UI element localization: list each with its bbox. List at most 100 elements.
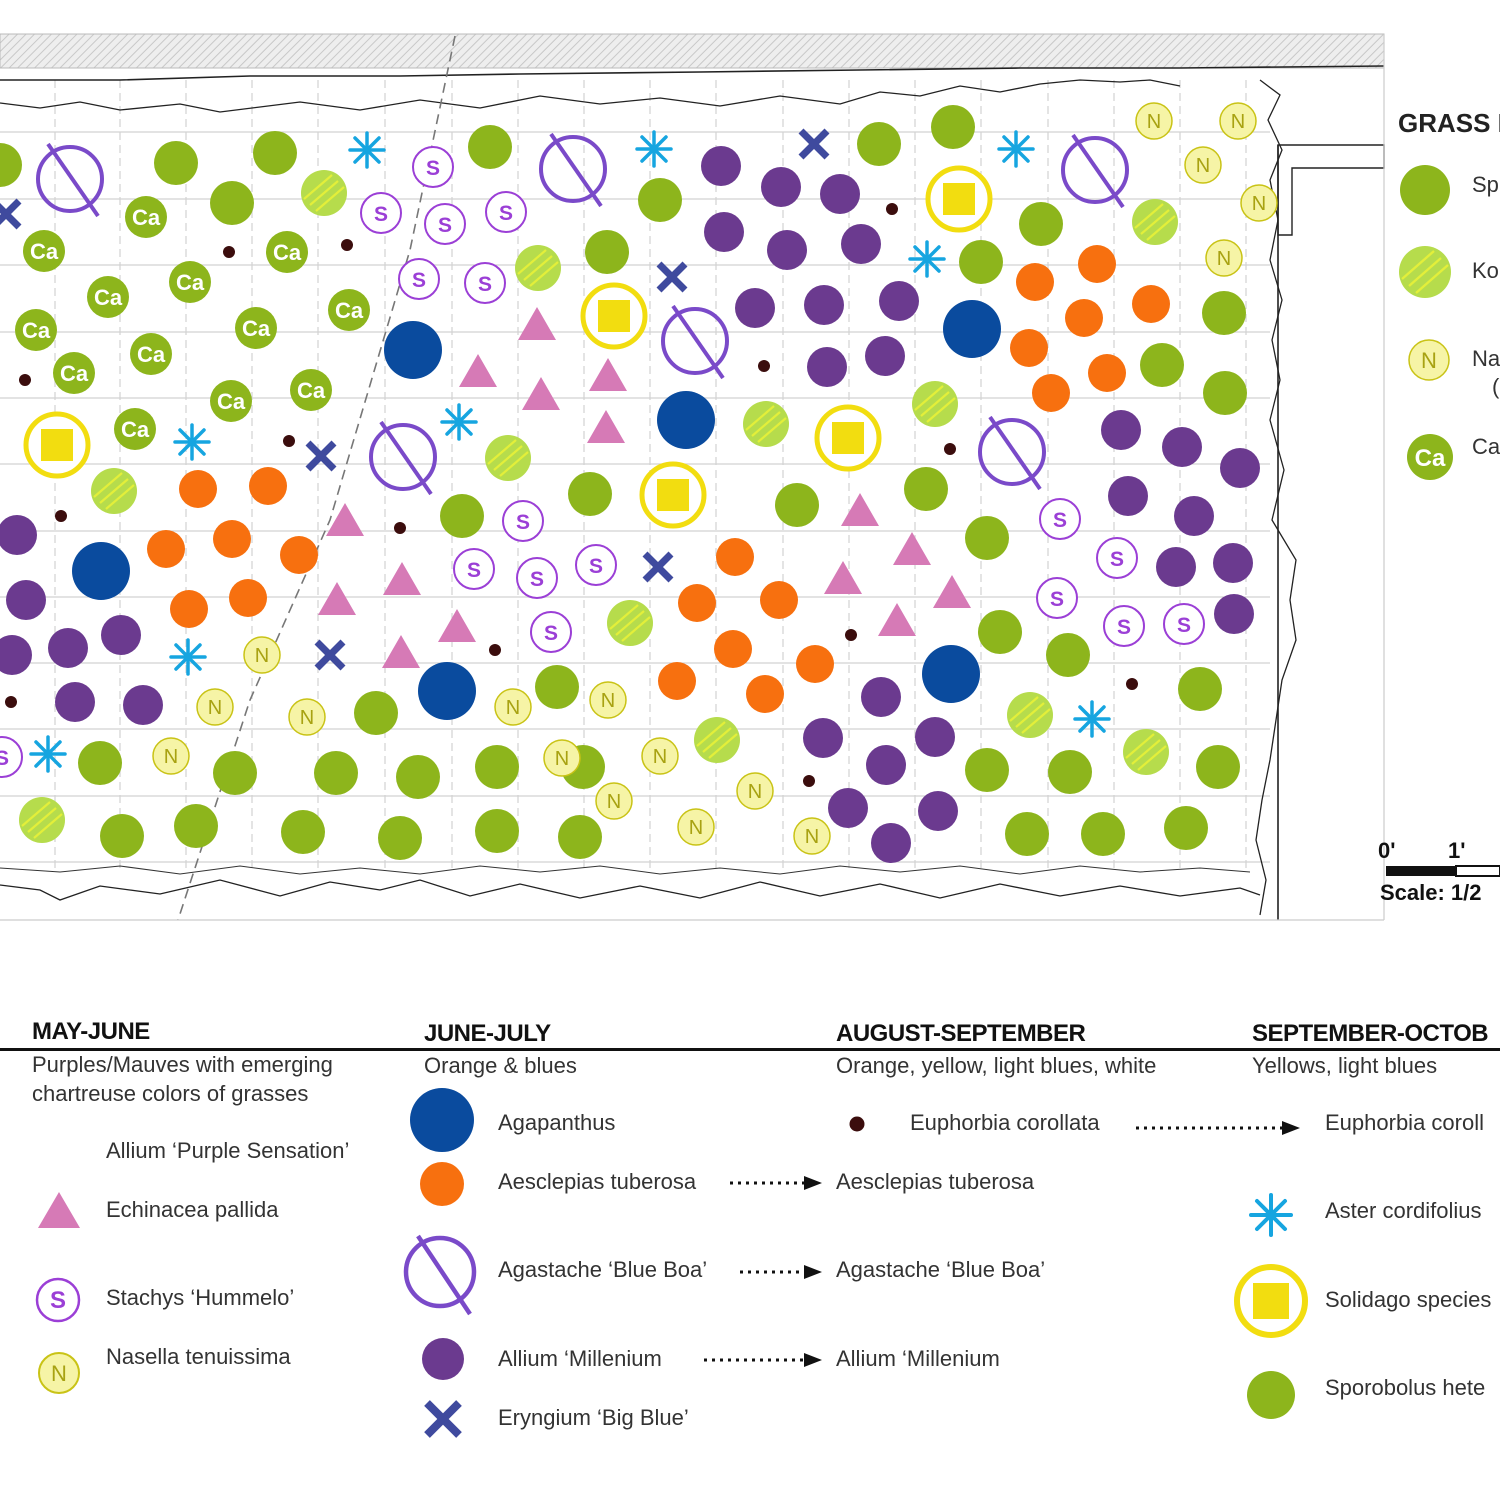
agastache-symbol [661, 304, 729, 380]
allium-millenium-symbol [704, 212, 744, 252]
echinacea-symbol [518, 307, 556, 340]
svg-text:Ca: Ca [176, 270, 205, 295]
koeleria-symbol [19, 797, 65, 843]
carex-symbol: Ca [266, 231, 308, 273]
agastache-symbol [978, 415, 1046, 491]
allium-millenium-symbol [1213, 543, 1253, 583]
agapanthus-symbol [418, 662, 476, 720]
asclepias-symbol [760, 581, 798, 619]
sporobolus-symbol [775, 483, 819, 527]
aster-symbol [908, 240, 946, 278]
sporobolus-symbol [638, 178, 682, 222]
koeleria-symbol [607, 600, 653, 646]
allium-millenium-symbol [828, 788, 868, 828]
asclepias-symbol [1016, 263, 1054, 301]
scale-one: 1' [1448, 838, 1466, 863]
svg-text:N: N [1421, 348, 1437, 373]
agapanthus-symbol [384, 321, 442, 379]
sporobolus-symbol [1196, 745, 1240, 789]
allium-millenium-symbol [861, 677, 901, 717]
sporobolus-symbol [253, 131, 297, 175]
asclepias-symbol [1065, 299, 1103, 337]
echinacea-symbol [459, 354, 497, 387]
carex-symbol: Ca [53, 352, 95, 394]
svg-text:S: S [438, 214, 452, 237]
allium-millenium-symbol [1108, 476, 1148, 516]
stachys-symbol: S [1036, 577, 1078, 619]
echinacea-symbol [893, 532, 931, 565]
svg-text:N: N [653, 746, 667, 768]
eryngium-symbol [642, 551, 674, 583]
sporobolus-symbol [1178, 667, 1222, 711]
nasella-symbol: N [641, 737, 679, 775]
continues-arrow-agastache [740, 1265, 822, 1279]
stachys-symbol: S [516, 557, 558, 599]
legend-label-allium-continued: Allium ‘Millenium [836, 1346, 1000, 1371]
asclepias-symbol [716, 538, 754, 576]
stachys-symbol: S [360, 192, 402, 234]
legend-label-sporobolus: Sporobolus hete [1325, 1375, 1486, 1400]
sporobolus-symbol [154, 141, 198, 185]
echinacea-symbol [824, 561, 862, 594]
sporobolus-symbol [931, 105, 975, 149]
sporobolus-symbol [1140, 343, 1184, 387]
season-subtitle-may-june-2: chartreuse colors of grasses [32, 1081, 309, 1106]
solidago-symbol [814, 404, 882, 472]
nasella-icon-letter: N [51, 1361, 67, 1386]
sporobolus-symbol [281, 810, 325, 854]
sporobolus-symbol [378, 816, 422, 860]
agastache-symbol [36, 142, 104, 218]
svg-text:Ca: Ca [137, 342, 166, 367]
stachys-symbol: S [502, 500, 544, 542]
agapanthus-symbol [922, 645, 980, 703]
sporobolus-symbol [959, 240, 1003, 284]
svg-text:S: S [478, 273, 492, 296]
allium-millenium-symbol [915, 717, 955, 757]
grass-legend-label-3-extra: ( [1492, 374, 1500, 399]
svg-text:Ca: Ca [242, 316, 271, 341]
echinacea-symbol [326, 503, 364, 536]
sporobolus-symbol [1203, 371, 1247, 415]
svg-text:Ca: Ca [94, 285, 123, 310]
nasella-symbol: N [1184, 146, 1222, 184]
svg-text:S: S [412, 269, 426, 292]
sporobolus-symbol [857, 122, 901, 166]
grass-legend-label-4: Ca [1472, 434, 1500, 459]
agastache-symbol [539, 132, 607, 208]
euphorbia-symbol [886, 203, 898, 215]
asclepias-symbol [1088, 354, 1126, 392]
svg-text:S: S [1053, 509, 1067, 532]
sporobolus-symbol [965, 748, 1009, 792]
bed-bottom-edge [0, 879, 1261, 901]
legend-label-aster: Aster cordifolius [1325, 1198, 1482, 1223]
bed-top-edge [0, 65, 1385, 81]
koeleria-symbol [485, 435, 531, 481]
svg-text:N: N [506, 697, 520, 719]
legend-label-echinacea: Echinacea pallida [106, 1197, 279, 1222]
stachys-icon-letter: S [50, 1287, 66, 1314]
stachys-symbol: S [424, 203, 466, 245]
sporobolus-symbol [78, 741, 122, 785]
allium-millenium-symbol [767, 230, 807, 270]
svg-text:S: S [1110, 548, 1124, 571]
continues-arrow-asclepias [730, 1176, 822, 1190]
allium-millenium-symbol [879, 281, 919, 321]
solidago-symbol [580, 282, 648, 350]
svg-text:N: N [689, 817, 703, 839]
echinacea-symbol [438, 609, 476, 642]
sporobolus-symbol [396, 755, 440, 799]
asclepias-symbol [249, 467, 287, 505]
nasella-symbol: N [1219, 102, 1257, 140]
aster-symbol [348, 131, 386, 169]
scale-zero: 0' [1378, 838, 1396, 863]
allium-millenium-symbol [841, 224, 881, 264]
svg-text:N: N [805, 826, 819, 848]
allium-millenium-symbol [871, 823, 911, 863]
svg-text:N: N [255, 645, 269, 667]
allium-millenium-symbol [804, 285, 844, 325]
stachys-symbol: S [412, 146, 454, 188]
koeleria-symbol [515, 245, 561, 291]
legend-label-euphorbia: Euphorbia corollata [910, 1110, 1100, 1135]
aster-symbol [635, 130, 673, 168]
scale-bar [1386, 865, 1500, 877]
